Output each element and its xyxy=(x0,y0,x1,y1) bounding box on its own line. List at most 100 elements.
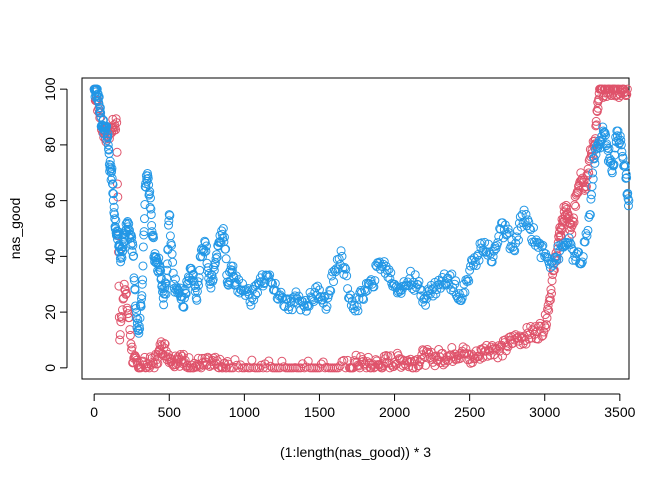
data-point-interp xyxy=(233,287,243,297)
series-2 xyxy=(89,84,634,338)
data-point-interp xyxy=(586,194,596,204)
data-point-interp xyxy=(489,246,499,256)
data-point-interp xyxy=(463,274,473,284)
data-point xyxy=(146,210,156,220)
data-point xyxy=(622,84,632,94)
x-tick-label: 2500 xyxy=(454,404,485,420)
data-point-interp xyxy=(161,289,171,299)
y-tick-label: 100 xyxy=(42,77,58,101)
data-point-interp xyxy=(199,360,209,370)
data-point-interp xyxy=(513,235,523,245)
data-point-interp xyxy=(130,285,140,295)
data-point xyxy=(218,224,228,233)
data-point-interp xyxy=(353,306,363,316)
data-point-interp xyxy=(199,247,209,257)
data-point-interp xyxy=(370,276,380,286)
data-point xyxy=(589,154,599,164)
data-point xyxy=(450,279,460,289)
data-point-interp xyxy=(580,237,590,247)
data-point-interp xyxy=(623,201,633,211)
data-point xyxy=(94,93,104,103)
data-point-interp xyxy=(117,244,127,254)
data-point xyxy=(269,285,279,295)
data-point-interp xyxy=(621,169,631,179)
data-point-interp xyxy=(458,342,468,352)
data-point-interp xyxy=(503,224,513,234)
data-point-interp xyxy=(475,354,485,364)
data-point-interp xyxy=(492,343,502,353)
data-point xyxy=(299,302,309,312)
data-point-interp xyxy=(591,121,601,131)
x-tick-label: 1000 xyxy=(229,404,260,420)
data-point-interp xyxy=(461,344,471,354)
data-point xyxy=(621,173,631,183)
data-point-interp xyxy=(165,231,175,241)
data-point-interp xyxy=(134,328,144,338)
data-point-interp xyxy=(164,216,174,226)
data-point-interp xyxy=(115,330,125,340)
data-point-interp xyxy=(168,257,178,267)
data-point-interp xyxy=(578,252,588,262)
data-point-interp xyxy=(544,259,554,269)
data-point-interp xyxy=(246,300,256,310)
data-point-interp xyxy=(117,247,127,257)
data-point-interp xyxy=(127,342,137,352)
x-axis: 0 500 1000 1500 2000 2500 3000 3500 xyxy=(90,393,636,420)
data-point-interp xyxy=(616,135,626,145)
data-point-interp xyxy=(266,277,276,287)
data-point-interp xyxy=(568,213,578,223)
data-point-interp xyxy=(201,246,211,256)
data-point-interp xyxy=(569,217,579,227)
data-point-interp xyxy=(544,305,554,315)
data-point-interp xyxy=(168,268,178,278)
data-point-interp xyxy=(519,205,529,215)
data-point-interp xyxy=(129,251,139,261)
data-point-interp xyxy=(341,264,351,274)
data-point xyxy=(112,118,122,128)
data-point-interp xyxy=(609,160,619,170)
data-point-interp xyxy=(145,202,155,212)
data-point-interp xyxy=(598,122,608,132)
data-point-interp xyxy=(276,287,286,297)
data-point-interp xyxy=(116,257,126,267)
data-point-interp xyxy=(180,285,190,295)
data-point-interp xyxy=(547,276,557,286)
data-point-interp xyxy=(319,292,329,302)
data-point-interp xyxy=(530,322,540,332)
data-point-interp xyxy=(109,202,119,212)
data-point-interp xyxy=(154,253,164,263)
data-point xyxy=(143,173,153,183)
data-point-interp xyxy=(520,217,530,227)
data-point-interp xyxy=(159,300,169,310)
data-point-interp xyxy=(474,255,484,265)
data-point-interp xyxy=(340,263,350,273)
data-point-interp xyxy=(383,351,393,361)
data-point xyxy=(525,224,535,233)
data-point-interp xyxy=(181,289,191,299)
data-point-interp xyxy=(296,363,306,373)
data-point xyxy=(540,321,550,331)
data-point-interp xyxy=(136,294,146,304)
data-point xyxy=(390,279,400,289)
data-point-interp xyxy=(515,212,525,222)
y-tick-label: 80 xyxy=(42,137,58,153)
data-point-interp xyxy=(488,252,498,262)
data-point xyxy=(107,173,117,183)
data-point-interp xyxy=(556,231,566,241)
data-point-interp xyxy=(95,103,105,113)
data-point-interp xyxy=(221,254,231,264)
data-point-interp xyxy=(564,233,574,243)
data-point-interp xyxy=(116,317,126,327)
data-point-interp xyxy=(615,131,625,141)
data-point-interp xyxy=(165,211,175,221)
data-point-interp xyxy=(431,351,441,361)
data-point-interp xyxy=(301,306,311,316)
y-axis: 0 20 40 60 80 100 xyxy=(42,77,68,372)
data-point xyxy=(495,346,505,356)
data-point-interp xyxy=(329,277,339,287)
data-point-interp xyxy=(343,284,353,294)
data-point-interp xyxy=(617,147,627,157)
x-tick-label: 3000 xyxy=(529,404,560,420)
x-axis-title: (1:length(nas_good)) * 3 xyxy=(280,444,431,460)
data-point-interp xyxy=(425,353,435,363)
